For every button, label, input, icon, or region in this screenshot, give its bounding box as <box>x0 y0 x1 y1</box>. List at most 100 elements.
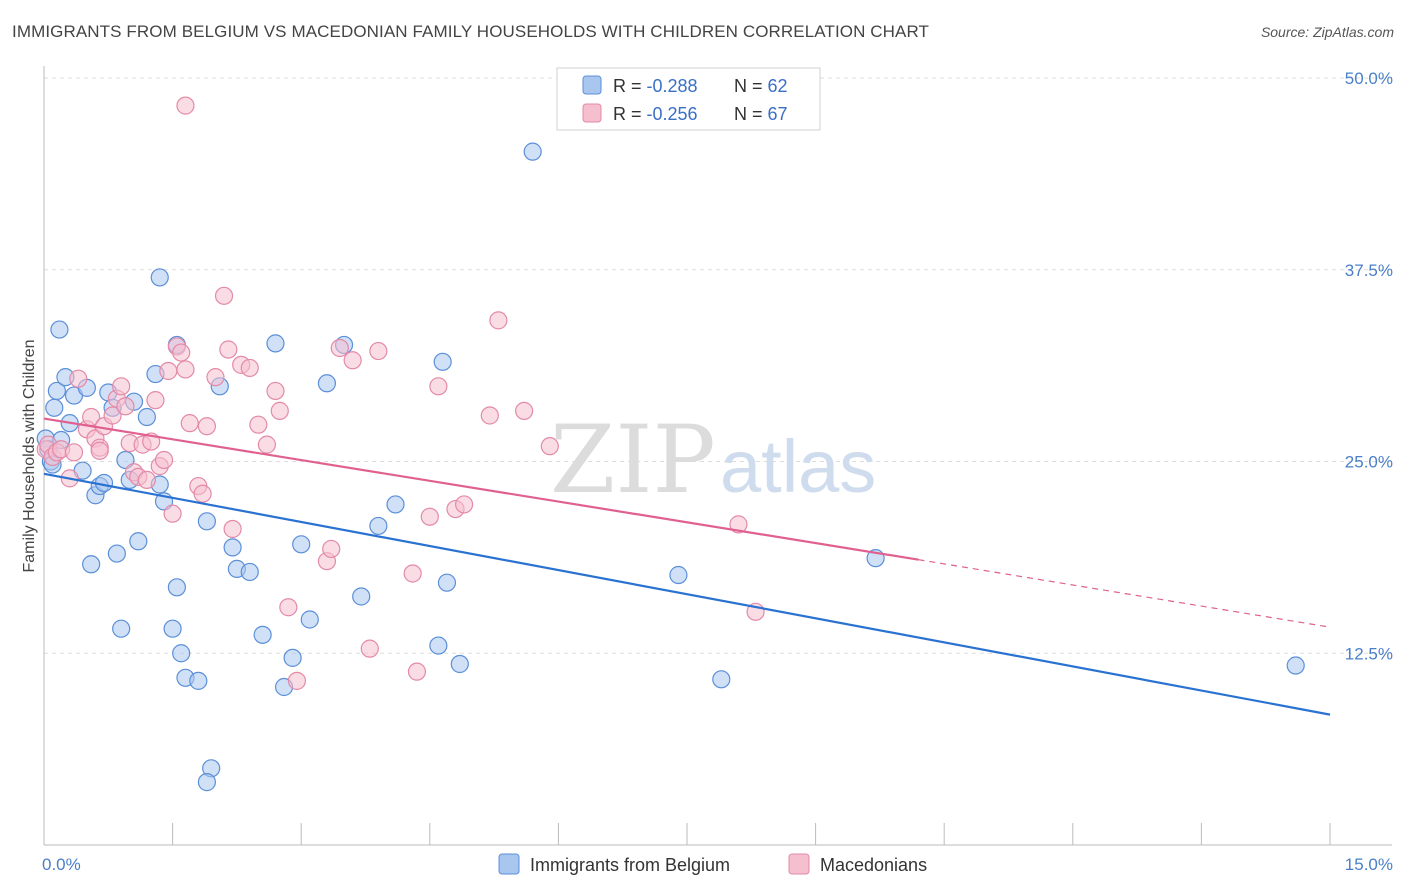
bottom-legend: Immigrants from Belgium Macedonians <box>498 853 927 875</box>
point-belgium <box>317 374 337 393</box>
point-macedonians <box>369 341 388 361</box>
point-belgium <box>172 644 191 663</box>
point-macedonians <box>360 639 379 658</box>
point-belgium <box>523 142 542 161</box>
legend-r-label: R = <box>613 76 647 96</box>
point-belgium <box>437 573 457 592</box>
point-macedonians <box>103 406 122 425</box>
point-belgium <box>433 352 452 371</box>
legend-n-label: N = <box>734 104 768 124</box>
point-macedonians <box>287 671 307 690</box>
point-belgium <box>47 381 66 401</box>
y-tick-label: 12.5% <box>1345 644 1393 663</box>
watermark: ZIP atlas <box>550 406 876 515</box>
point-macedonians <box>257 435 277 454</box>
point-macedonians <box>454 495 474 514</box>
point-belgium <box>352 587 371 606</box>
trend-lines <box>43 417 1331 716</box>
point-belgium <box>82 555 101 574</box>
point-macedonians <box>343 351 362 370</box>
point-macedonians <box>219 340 238 359</box>
point-macedonians <box>540 437 559 456</box>
trend-line-macedonians <box>43 417 919 561</box>
point-macedonians <box>429 377 448 396</box>
point-belgium <box>283 648 302 667</box>
point-belgium <box>450 654 469 674</box>
point-macedonians <box>407 662 427 681</box>
point-macedonians <box>420 507 439 526</box>
watermark-atlas: atlas <box>720 425 876 508</box>
point-belgium <box>50 320 69 339</box>
point-macedonians <box>214 286 234 305</box>
x-tick-label: 15.0% <box>1345 855 1393 874</box>
point-belgium <box>429 636 448 655</box>
y-tick-label: 25.0% <box>1345 453 1393 472</box>
bottom-legend-label-belgium: Immigrants from Belgium <box>530 855 730 875</box>
legend-swatch-belgium <box>582 75 602 95</box>
legend-swatch-macedonians <box>582 103 602 123</box>
point-macedonians <box>146 391 165 410</box>
y-axis-label: Family Households with Children <box>21 340 38 573</box>
point-belgium <box>150 268 169 287</box>
point-macedonians <box>193 484 212 503</box>
point-macedonians <box>279 598 298 617</box>
y-tick-label: 37.5% <box>1345 261 1393 280</box>
point-macedonians <box>223 519 242 539</box>
point-macedonians <box>116 397 135 416</box>
legend-n-value: 62 <box>768 76 788 96</box>
point-belgium <box>189 671 208 690</box>
legend-r-value: -0.288 <box>647 76 698 96</box>
point-belgium <box>712 670 731 689</box>
point-belgium <box>292 535 311 554</box>
point-belgium <box>223 538 242 557</box>
point-macedonians <box>480 406 499 425</box>
point-macedonians <box>69 369 88 388</box>
point-belgium <box>197 773 216 792</box>
y-tick-labels: 12.5% 25.0% 37.5% 50.0% <box>1345 69 1393 663</box>
points-macedonians <box>36 96 765 690</box>
point-belgium <box>116 450 135 470</box>
point-macedonians <box>197 417 216 436</box>
point-macedonians <box>515 401 534 420</box>
trend-line-belgium <box>43 472 1331 716</box>
point-macedonians <box>249 415 268 434</box>
point-macedonians <box>176 360 195 379</box>
point-macedonians <box>489 311 508 330</box>
bottom-legend-swatch-belgium <box>498 853 520 875</box>
point-macedonians <box>330 338 349 358</box>
legend-r-label: R = <box>613 104 647 124</box>
point-macedonians <box>266 381 285 401</box>
trend-line-macedonians-extension <box>918 559 1331 628</box>
point-belgium <box>253 625 272 644</box>
bottom-legend-label-macedonians: Macedonians <box>820 855 927 875</box>
point-belgium <box>240 562 259 582</box>
top-legend: R = -0.288 N = 62 R = -0.256 N = 67 <box>556 67 821 131</box>
point-belgium <box>1286 656 1305 675</box>
point-belgium <box>386 495 405 514</box>
point-macedonians <box>176 96 195 115</box>
point-belgium <box>300 610 319 629</box>
legend-r-value: -0.256 <box>647 104 698 124</box>
point-belgium <box>167 578 186 597</box>
chart-title: IMMIGRANTS FROM BELGIUM VS MACEDONIAN FA… <box>12 22 930 41</box>
point-macedonians <box>206 368 225 387</box>
svg-text:R = -0.256: R = -0.256 <box>613 104 698 124</box>
point-macedonians <box>729 515 748 534</box>
x-tick-labels: 0.0% 15.0% <box>42 855 1393 874</box>
point-macedonians <box>163 504 182 523</box>
x-tick-label: 0.0% <box>42 855 81 874</box>
point-belgium <box>266 334 285 353</box>
point-belgium <box>129 532 148 551</box>
svg-text:N = 62: N = 62 <box>734 76 788 96</box>
point-macedonians <box>322 539 341 559</box>
source-label: Source: ZipAtlas.com <box>1260 24 1394 40</box>
point-macedonians <box>240 358 259 378</box>
point-belgium <box>137 407 156 427</box>
point-belgium <box>107 544 126 563</box>
point-macedonians <box>180 414 199 433</box>
point-macedonians <box>159 361 178 381</box>
point-belgium <box>369 516 388 536</box>
bottom-legend-swatch-macedonians <box>788 853 810 875</box>
point-belgium <box>669 565 688 585</box>
point-macedonians <box>112 377 131 396</box>
